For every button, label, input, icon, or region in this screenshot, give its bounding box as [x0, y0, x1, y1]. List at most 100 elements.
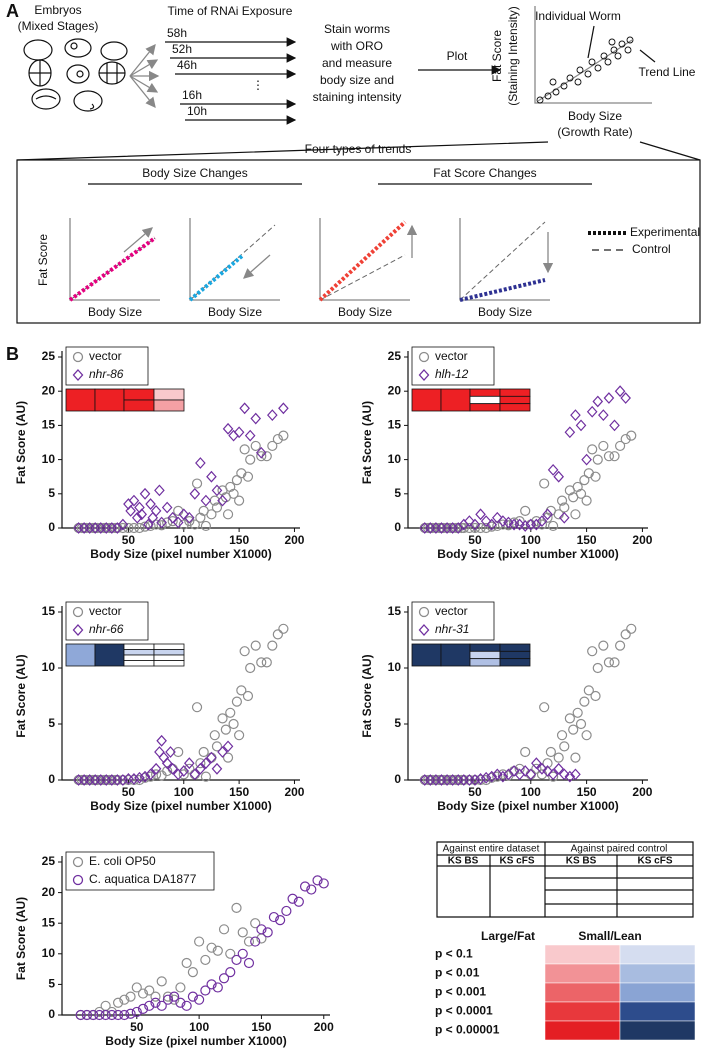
- marker: [193, 479, 202, 488]
- x-tick-label: 50: [468, 533, 482, 547]
- p-label: p < 0.1: [435, 947, 473, 961]
- heat-cell: [470, 396, 500, 403]
- marker: [262, 658, 271, 667]
- marker: [243, 692, 252, 701]
- schematic-trend: [538, 40, 632, 101]
- marker: [582, 731, 591, 740]
- x-tick-label: 50: [130, 1020, 144, 1034]
- heat-cell: [66, 389, 95, 411]
- plot-label: Plot: [447, 49, 468, 63]
- marker: [569, 725, 578, 734]
- x-tick-label: 150: [577, 785, 597, 799]
- schematic-ylabel: Fat Score: [490, 30, 504, 82]
- marker: [571, 510, 580, 519]
- legend-label: vector: [89, 349, 122, 363]
- y-tick-label: 15: [388, 604, 402, 618]
- y-tick-label: 0: [394, 772, 401, 786]
- y-tick-label: 25: [42, 854, 56, 868]
- marker: [588, 407, 597, 417]
- legend-label: hlh-12: [435, 367, 469, 381]
- schematic-points-part: [627, 37, 633, 43]
- group-title: Fat Score Changes: [433, 166, 536, 180]
- y-tick-label: 0: [48, 1007, 55, 1021]
- marker: [196, 458, 205, 468]
- marker: [593, 396, 602, 406]
- table-subheader: KS cFS: [499, 856, 534, 867]
- time-title: Time of RNAi Exposure: [168, 4, 293, 18]
- p-label: p < 0.01: [435, 966, 480, 980]
- y-tick-label: 15: [42, 418, 56, 432]
- p-swatch: [620, 1002, 695, 1021]
- scatter-chart: 051015202550100150200Fat Score (AU)Body …: [360, 347, 653, 561]
- marker: [246, 431, 255, 441]
- marker: [565, 427, 574, 437]
- fan-arrows-part: [130, 76, 155, 107]
- schematic-points-part: [625, 47, 631, 53]
- embryo-drawings-part: [36, 96, 56, 99]
- trends-title: Four types of trends: [305, 142, 412, 156]
- p-swatch: [620, 964, 695, 983]
- x-tick-label: 50: [122, 533, 136, 547]
- marker: [621, 393, 630, 403]
- y-tick-label: 10: [42, 452, 56, 466]
- marker: [146, 499, 155, 509]
- group-title: Body Size Changes: [142, 166, 247, 180]
- heat-cell: [500, 389, 530, 396]
- marker: [238, 949, 247, 958]
- fan-arrows-part: [130, 76, 157, 92]
- y-axis-label: Fat Score (AU): [14, 654, 28, 737]
- p-swatch: [545, 1021, 620, 1040]
- y-tick-label: 0: [48, 772, 55, 786]
- p-label: p < 0.001: [435, 985, 486, 999]
- marker: [224, 424, 233, 434]
- marker: [251, 414, 260, 424]
- x-tick-label: 100: [521, 533, 541, 547]
- y-tick-label: 0: [394, 520, 401, 534]
- marker: [554, 472, 563, 482]
- marker: [549, 521, 558, 530]
- heat-cell: [441, 644, 470, 666]
- y-axis-label: Fat Score (AU): [14, 897, 28, 980]
- schematic-points-part: [595, 65, 601, 71]
- schematic-points-part: [577, 67, 583, 73]
- heat-cell: [500, 659, 530, 666]
- y-tick-label: 5: [48, 716, 55, 730]
- trend-xlabel: Body Size: [478, 305, 532, 319]
- marker: [157, 977, 166, 986]
- marker: [201, 955, 210, 964]
- heat-cell: [470, 659, 500, 666]
- schematic-xlabel: (Growth Rate): [557, 125, 632, 139]
- marker: [279, 403, 288, 413]
- marker: [212, 764, 221, 774]
- x-tick-label: 150: [577, 533, 597, 547]
- marker: [129, 496, 138, 506]
- table-subheader: KS cFS: [637, 856, 672, 867]
- marker: [240, 403, 249, 413]
- marker: [235, 496, 244, 505]
- p-swatch: [545, 1002, 620, 1021]
- p-legend: Large/Fat Small/Lean p < 0.1p < 0.01p < …: [435, 929, 695, 1040]
- pointer: [588, 26, 594, 58]
- y-axis-label: Fat Score (AU): [14, 401, 28, 484]
- marker: [262, 452, 271, 461]
- trend-xlabel: Body Size: [208, 305, 262, 319]
- trend-xlabel: Body Size: [338, 305, 392, 319]
- marker: [251, 441, 260, 450]
- y-tick-label: 20: [42, 885, 56, 899]
- marker: [240, 647, 249, 656]
- experimental-line: [190, 256, 242, 300]
- ks-table: Against entire dataset Against paired co…: [437, 842, 693, 917]
- heat-cell: [154, 650, 184, 656]
- heat-cell: [470, 644, 500, 651]
- marker: [240, 445, 249, 454]
- marker: [157, 736, 166, 746]
- marker: [582, 496, 591, 505]
- marker: [599, 641, 608, 650]
- table-subheader: KS BS: [448, 856, 479, 867]
- x-tick-label: 100: [174, 533, 194, 547]
- x-axis-label: Body Size (pixel number X1000): [90, 799, 271, 813]
- marker: [199, 748, 208, 757]
- marker: [235, 427, 244, 437]
- embryo-drawings: [24, 39, 127, 111]
